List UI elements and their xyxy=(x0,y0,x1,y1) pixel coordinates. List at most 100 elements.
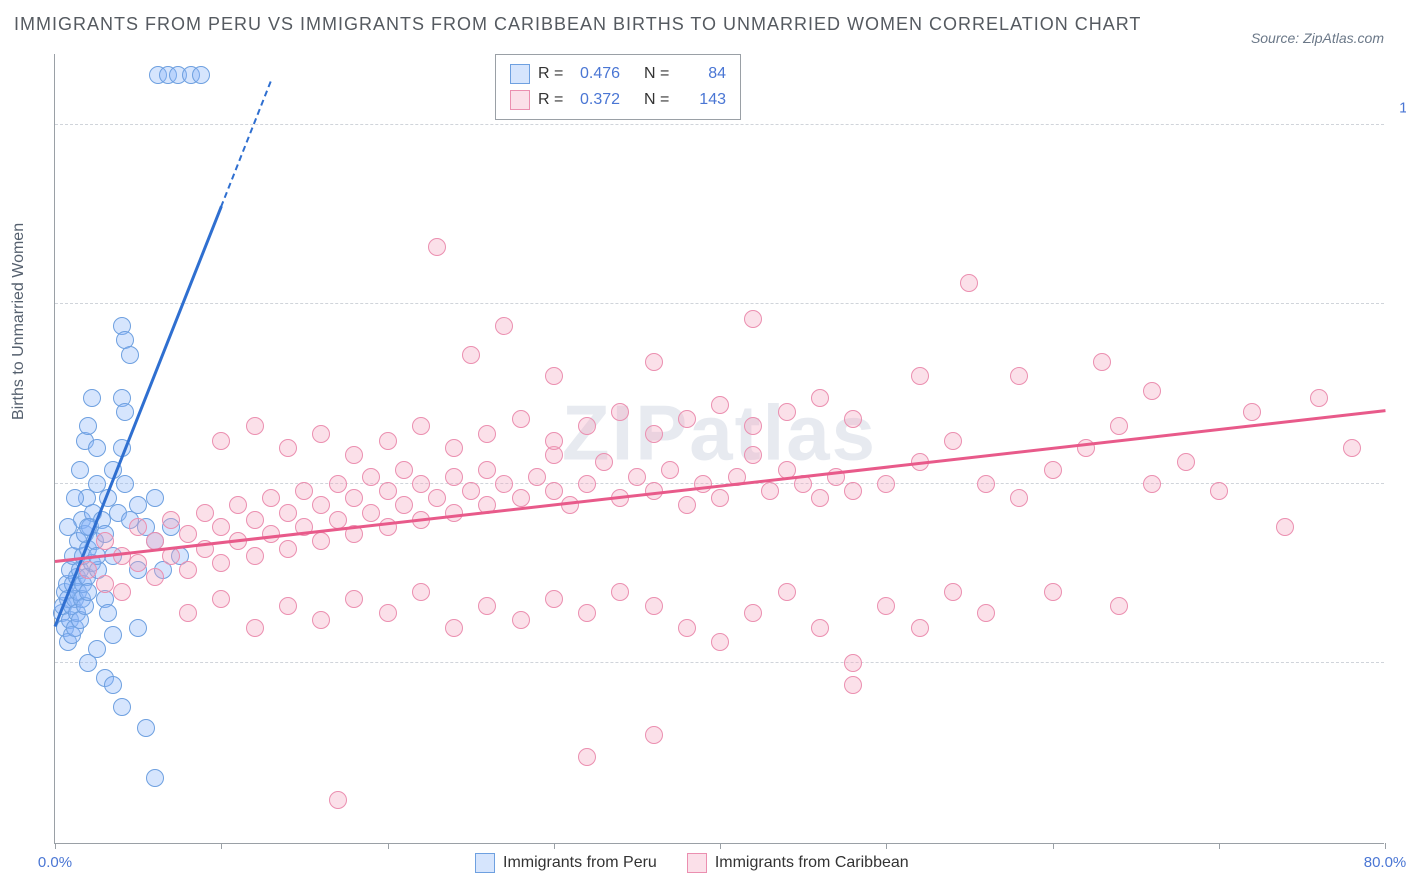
data-point-caribbean xyxy=(395,461,413,479)
data-point-caribbean xyxy=(844,482,862,500)
data-point-caribbean xyxy=(345,446,363,464)
trend-line-peru-dashed xyxy=(220,80,272,207)
y-tick-label: 100.0% xyxy=(1399,99,1406,116)
data-point-caribbean xyxy=(345,489,363,507)
data-point-caribbean xyxy=(578,604,596,622)
data-point-caribbean xyxy=(262,489,280,507)
data-point-caribbean xyxy=(212,590,230,608)
data-point-peru xyxy=(129,619,147,637)
data-point-caribbean xyxy=(212,518,230,536)
legend-stats-row-peru: R =0.476N =84 xyxy=(510,61,726,87)
data-point-caribbean xyxy=(362,504,380,522)
swatch-caribbean xyxy=(510,90,530,110)
data-point-caribbean xyxy=(478,597,496,615)
data-point-caribbean xyxy=(711,633,729,651)
data-point-caribbean xyxy=(595,453,613,471)
data-point-caribbean xyxy=(1310,389,1328,407)
data-point-caribbean xyxy=(495,317,513,335)
data-point-caribbean xyxy=(1143,475,1161,493)
data-point-caribbean xyxy=(844,676,862,694)
data-point-caribbean xyxy=(512,611,530,629)
data-point-caribbean xyxy=(744,604,762,622)
data-point-caribbean xyxy=(944,583,962,601)
data-point-caribbean xyxy=(960,274,978,292)
data-point-caribbean xyxy=(1177,453,1195,471)
data-point-caribbean xyxy=(129,518,147,536)
data-point-caribbean xyxy=(146,568,164,586)
swatch-caribbean xyxy=(687,853,707,873)
data-point-caribbean xyxy=(628,468,646,486)
data-point-peru xyxy=(104,626,122,644)
chart-title: IMMIGRANTS FROM PERU VS IMMIGRANTS FROM … xyxy=(14,14,1141,35)
data-point-peru xyxy=(192,66,210,84)
data-point-caribbean xyxy=(944,432,962,450)
data-point-caribbean xyxy=(578,748,596,766)
data-point-peru xyxy=(59,518,77,536)
legend-stats-box: R =0.476N =84R =0.372N =143 xyxy=(495,54,741,120)
swatch-peru xyxy=(475,853,495,873)
stat-r-label: R = xyxy=(538,61,572,87)
data-point-caribbean xyxy=(495,475,513,493)
data-point-caribbean xyxy=(561,496,579,514)
data-point-caribbean xyxy=(1110,417,1128,435)
data-point-caribbean xyxy=(412,417,430,435)
data-point-caribbean xyxy=(196,504,214,522)
data-point-caribbean xyxy=(428,238,446,256)
data-point-caribbean xyxy=(811,619,829,637)
data-point-caribbean xyxy=(844,410,862,428)
data-point-caribbean xyxy=(1044,461,1062,479)
data-point-caribbean xyxy=(611,583,629,601)
data-point-caribbean xyxy=(113,583,131,601)
data-point-caribbean xyxy=(379,604,397,622)
stat-n-value-peru: 84 xyxy=(686,61,726,87)
data-point-caribbean xyxy=(445,468,463,486)
data-point-caribbean xyxy=(179,525,197,543)
data-point-caribbean xyxy=(744,417,762,435)
data-point-peru xyxy=(121,346,139,364)
data-point-caribbean xyxy=(578,475,596,493)
swatch-peru xyxy=(510,64,530,84)
stat-n-value-caribbean: 143 xyxy=(686,87,726,113)
data-point-caribbean xyxy=(246,511,264,529)
gridline xyxy=(55,662,1384,663)
data-point-caribbean xyxy=(96,532,114,550)
data-point-caribbean xyxy=(96,575,114,593)
data-point-caribbean xyxy=(977,604,995,622)
stat-r-value-peru: 0.476 xyxy=(580,61,636,87)
data-point-caribbean xyxy=(645,353,663,371)
data-point-caribbean xyxy=(129,554,147,572)
x-tick xyxy=(886,843,887,849)
data-point-caribbean xyxy=(611,403,629,421)
data-point-caribbean xyxy=(428,489,446,507)
data-point-caribbean xyxy=(79,561,97,579)
data-point-caribbean xyxy=(877,475,895,493)
source-attribution: Source: ZipAtlas.com xyxy=(1251,30,1384,46)
data-point-caribbean xyxy=(362,468,380,486)
data-point-caribbean xyxy=(844,654,862,672)
data-point-caribbean xyxy=(162,511,180,529)
data-point-peru xyxy=(116,475,134,493)
data-point-peru xyxy=(113,698,131,716)
data-point-peru xyxy=(137,719,155,737)
data-point-peru xyxy=(79,417,97,435)
data-point-peru xyxy=(129,496,147,514)
data-point-peru xyxy=(79,583,97,601)
data-point-caribbean xyxy=(578,417,596,435)
y-axis-label: Births to Unmarried Women xyxy=(10,223,28,420)
data-point-caribbean xyxy=(279,504,297,522)
data-point-caribbean xyxy=(345,590,363,608)
data-point-peru xyxy=(146,769,164,787)
data-point-caribbean xyxy=(811,489,829,507)
data-point-caribbean xyxy=(1010,489,1028,507)
data-point-caribbean xyxy=(279,597,297,615)
data-point-caribbean xyxy=(379,432,397,450)
data-point-caribbean xyxy=(279,540,297,558)
legend-label-caribbean: Immigrants from Caribbean xyxy=(715,854,909,872)
data-point-caribbean xyxy=(811,389,829,407)
gridline xyxy=(55,303,1384,304)
data-point-caribbean xyxy=(1143,382,1161,400)
data-point-caribbean xyxy=(445,504,463,522)
x-tick xyxy=(221,843,222,849)
data-point-caribbean xyxy=(329,791,347,809)
data-point-caribbean xyxy=(512,489,530,507)
